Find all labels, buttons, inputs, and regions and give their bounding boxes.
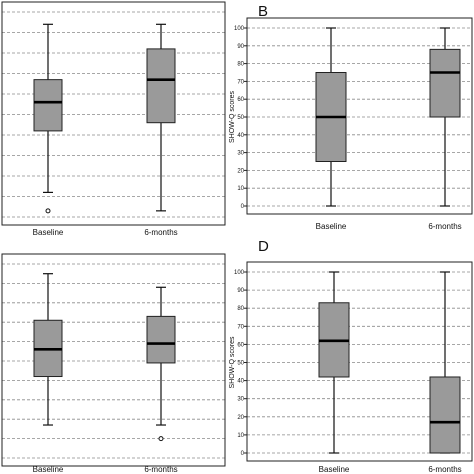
- iqr-box: [429, 48, 461, 118]
- iqr-box: [146, 48, 176, 124]
- panel-b: 0 10 20 30 40 50 60 70 80 90 100 SHOW-Q scores B Base…: [229, 3, 473, 231]
- y-axis-title: SHOW-Q scores: [229, 91, 236, 143]
- outlier-point: [158, 436, 164, 442]
- panel-a: Baseline 6-months: [1, 1, 226, 237]
- x-category-label: Baseline: [33, 465, 64, 474]
- y-tick-label: 30: [237, 397, 244, 403]
- plot-frame: [1, 253, 226, 467]
- y-tick-label: 100: [234, 270, 245, 276]
- y-tick-label: 10: [237, 433, 244, 439]
- panel-letter: D: [258, 238, 269, 255]
- box-6-months: [146, 23, 176, 212]
- x-category-label: Baseline: [319, 465, 350, 474]
- y-tick-label: 60: [237, 342, 244, 348]
- y-axis-title: SHOW-Q scores: [229, 336, 236, 388]
- y-tick-label: 0: [241, 204, 245, 210]
- y-tick-label: 100: [234, 26, 245, 32]
- plot-frame: [246, 17, 473, 215]
- y-tick-label: 30: [237, 151, 244, 157]
- y-tick-label: 70: [237, 79, 244, 85]
- panel-d: 0 10 20 30 40 50 60 70 80 90 100 SHOW-Q scores D Base…: [229, 238, 473, 474]
- y-tick-label: 10: [237, 186, 244, 192]
- y-tick-label: 80: [237, 62, 244, 68]
- y-tick-label: 70: [237, 324, 244, 330]
- y-tick-label: 50: [237, 361, 244, 367]
- box-baseline: [33, 23, 63, 214]
- box-6-months: [429, 27, 461, 207]
- iqr-box: [146, 315, 176, 364]
- x-category-label: 6-months: [144, 228, 177, 237]
- y-tick-label: 60: [237, 97, 244, 103]
- box-6-months: [429, 271, 461, 454]
- y-tick-label: 20: [237, 168, 244, 174]
- y-tick-label: 50: [237, 115, 244, 121]
- y-tick-label: 40: [237, 133, 244, 139]
- box-baseline: [33, 273, 63, 426]
- plot-frame: [246, 261, 473, 462]
- panel-letter: B: [258, 3, 268, 20]
- box-6-months: [146, 286, 176, 442]
- y-tick-label: 90: [237, 44, 244, 50]
- x-category-label: 6-months: [144, 465, 177, 474]
- outlier-point: [45, 208, 51, 214]
- panel-c: Baseline 6-months: [1, 253, 226, 474]
- plot-frame: [1, 1, 226, 226]
- x-category-label: Baseline: [316, 222, 347, 231]
- y-tick-label: 80: [237, 306, 244, 312]
- iqr-box: [33, 79, 63, 132]
- y-tick-label: 0: [241, 451, 245, 457]
- y-tick-label: 90: [237, 288, 244, 294]
- x-category-label: 6-months: [428, 222, 461, 231]
- y-tick-label: 40: [237, 379, 244, 385]
- y-tick-label: 20: [237, 415, 244, 421]
- box-baseline: [315, 27, 347, 207]
- box-baseline: [318, 271, 350, 454]
- x-category-label: Baseline: [33, 228, 64, 237]
- x-category-label: 6-months: [428, 465, 461, 474]
- iqr-box: [429, 376, 461, 454]
